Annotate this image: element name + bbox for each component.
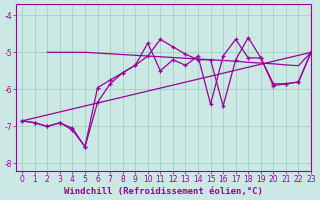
X-axis label: Windchill (Refroidissement éolien,°C): Windchill (Refroidissement éolien,°C) bbox=[64, 187, 263, 196]
